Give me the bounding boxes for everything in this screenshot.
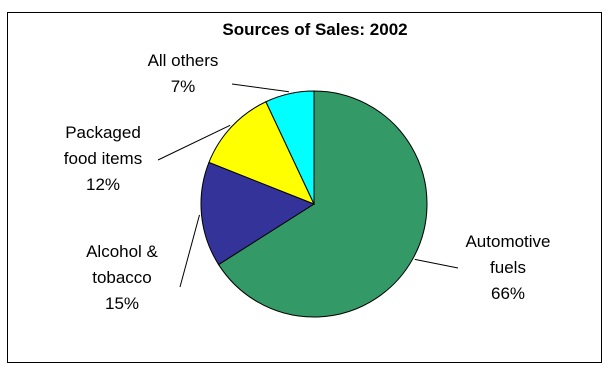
slice-label-packaged-food: food items [64,149,142,168]
slice-label-automotive-fuels: Automotive [465,232,550,251]
slice-pct-automotive-fuels: 66% [491,284,525,303]
leader-line-alcohol-tobacco [179,214,200,288]
slice-pct-all-others: 7% [171,77,196,96]
pie-slice-alcohol-tobacco [200,161,316,266]
slice-label-automotive-fuels: fuels [490,258,526,277]
leader-line-automotive-fuels [414,258,459,269]
slice-pct-packaged-food: 12% [86,175,120,194]
pie-slices [200,90,428,318]
pie-slice-packaged-food [208,101,315,205]
slice-pct-alcohol-tobacco: 15% [105,294,139,313]
leader-line-all-others [231,83,289,93]
leader-lines [157,83,459,288]
chart-title: Sources of Sales: 2002 [222,20,407,39]
pie-slice-automotive-fuels [217,90,428,318]
pie-slice-all-others [265,90,315,205]
slice-label-all-others: All others [148,51,219,70]
slice-label-alcohol-tobacco: Alcohol & [86,242,158,261]
leader-line-packaged-food [157,124,231,161]
slice-label-packaged-food: Packaged [65,123,141,142]
slice-label-alcohol-tobacco: tobacco [92,268,152,287]
slice-labels: Automotive fuels 66% Alcohol & tobacco 15% Pac… [64,51,551,313]
